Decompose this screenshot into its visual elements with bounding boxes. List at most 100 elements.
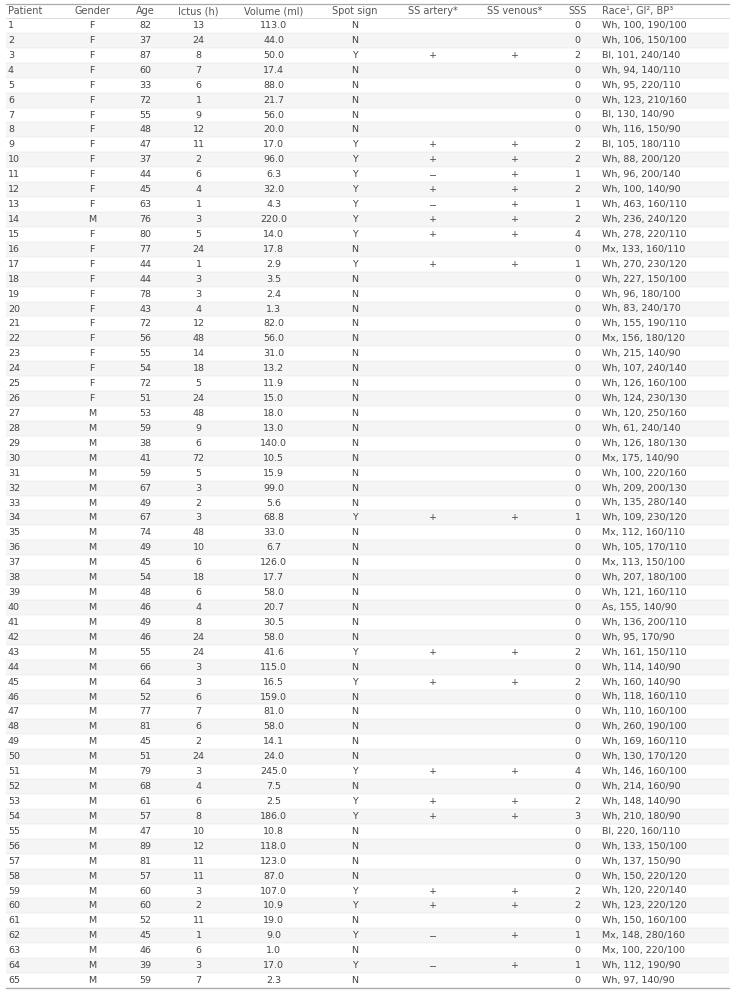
Text: N: N [352,603,358,612]
Text: 0: 0 [575,349,581,358]
Text: 14.0: 14.0 [263,230,284,239]
Text: 49: 49 [139,499,152,508]
Text: 0: 0 [575,499,581,508]
Text: 5: 5 [8,80,14,89]
Text: Ictus (h): Ictus (h) [178,6,219,16]
Text: F: F [89,171,95,180]
Text: M: M [88,692,96,701]
Text: M: M [88,573,96,582]
Text: M: M [88,618,96,627]
Text: Y: Y [352,186,358,194]
Text: N: N [352,976,358,985]
Bar [6,929,729,943]
Text: 0: 0 [575,36,581,45]
Text: 26: 26 [8,394,20,403]
Text: 0: 0 [575,558,581,567]
Text: Wh, 126, 160/100: Wh, 126, 160/100 [602,379,686,388]
Text: 4: 4 [196,186,202,194]
Text: +: + [430,230,437,239]
Text: N: N [352,65,358,74]
Text: N: N [352,125,358,135]
Bar [6,839,729,854]
Text: −: − [430,200,437,209]
Text: M: M [88,826,96,836]
Text: N: N [352,917,358,926]
Text: 49: 49 [139,618,152,627]
Text: 24: 24 [193,633,205,642]
Text: 140.0: 140.0 [260,438,287,447]
Text: 6: 6 [196,692,202,701]
Bar [6,361,729,376]
Text: 13: 13 [8,200,20,209]
Text: +: + [511,514,519,523]
Text: 2: 2 [575,186,581,194]
Text: 3: 3 [575,811,581,821]
Text: Bl, 105, 180/110: Bl, 105, 180/110 [602,140,679,150]
Text: Wh, 148, 140/90: Wh, 148, 140/90 [602,797,680,806]
Text: 44: 44 [139,171,152,180]
Text: Wh, 100, 140/90: Wh, 100, 140/90 [602,186,680,194]
Text: −: − [430,171,437,180]
Text: 45: 45 [139,558,152,567]
Text: +: + [430,156,437,165]
Text: 10.5: 10.5 [263,453,284,462]
Text: N: N [352,618,358,627]
Text: 51: 51 [8,767,20,776]
Text: 37: 37 [139,156,152,165]
Text: 10: 10 [193,826,205,836]
Text: +: + [430,260,437,269]
Bar [6,600,729,615]
Text: 4: 4 [196,603,202,612]
Text: 55: 55 [139,110,152,119]
Text: F: F [89,80,95,89]
Text: 81: 81 [139,857,152,866]
Bar [6,899,729,914]
Text: 1: 1 [196,95,202,104]
Text: N: N [352,633,358,642]
Text: Wh, 137, 150/90: Wh, 137, 150/90 [602,857,680,866]
Text: 17.0: 17.0 [263,140,284,150]
Text: 39: 39 [139,961,152,970]
Text: 46: 46 [139,603,152,612]
Text: Wh, 136, 200/110: Wh, 136, 200/110 [602,618,686,627]
Bar [6,183,729,197]
Text: 2: 2 [575,797,581,806]
Text: 82: 82 [139,21,152,30]
Text: 32.0: 32.0 [263,186,284,194]
Text: 6: 6 [196,588,202,597]
Text: Wh, 214, 160/90: Wh, 214, 160/90 [602,782,680,791]
Bar [6,450,729,465]
Text: 8: 8 [8,125,14,135]
Text: 1: 1 [196,200,202,209]
Text: 107.0: 107.0 [260,887,287,896]
Text: 4: 4 [196,305,202,313]
Text: 3: 3 [196,215,202,224]
Text: Wh, 105, 170/110: Wh, 105, 170/110 [602,544,686,553]
Text: Y: Y [352,215,358,224]
Text: Age: Age [136,6,155,16]
Text: Wh, 94, 140/110: Wh, 94, 140/110 [602,65,680,74]
Text: −: − [430,931,437,940]
Text: Wh, 123, 210/160: Wh, 123, 210/160 [602,95,686,104]
Text: 6: 6 [196,946,202,955]
Text: Wh, 83, 240/170: Wh, 83, 240/170 [602,305,680,313]
Text: 44: 44 [139,260,152,269]
Text: 25: 25 [8,379,20,388]
Text: +: + [511,200,519,209]
Text: N: N [352,290,358,299]
Text: Y: Y [352,931,358,940]
Text: 2: 2 [196,499,202,508]
Bar [6,660,729,675]
Text: 41.6: 41.6 [263,648,284,657]
Text: 46: 46 [139,946,152,955]
Text: N: N [352,305,358,313]
Text: 10.9: 10.9 [263,902,284,911]
Text: M: M [88,857,96,866]
Text: Y: Y [352,678,358,686]
Text: 8: 8 [196,811,202,821]
Text: Wh, 96, 180/100: Wh, 96, 180/100 [602,290,680,299]
Text: Mx, 175, 140/90: Mx, 175, 140/90 [602,453,679,462]
Text: Mx, 113, 150/100: Mx, 113, 150/100 [602,558,685,567]
Text: +: + [430,887,437,896]
Text: 220.0: 220.0 [260,215,287,224]
